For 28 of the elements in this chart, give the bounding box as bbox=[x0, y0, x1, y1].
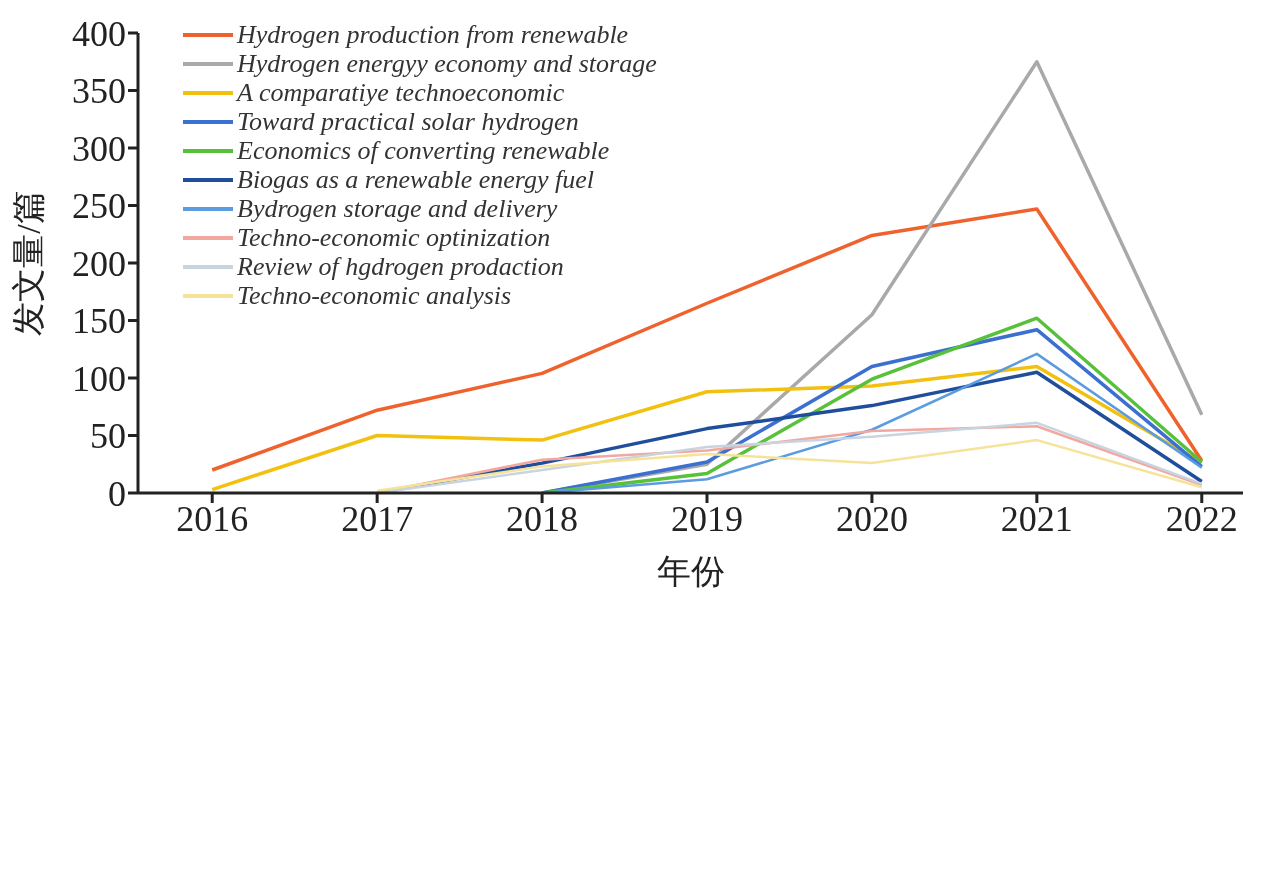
x-tick-label: 2016 bbox=[176, 498, 249, 539]
y-tick-label: 100 bbox=[72, 358, 126, 399]
legend-label: A comparatiye technoeconomic bbox=[237, 78, 565, 107]
y-tick-label: 50 bbox=[90, 416, 126, 457]
legend-label: Toward practical solar hydrogen bbox=[237, 107, 579, 136]
y-tick-label: 300 bbox=[72, 128, 126, 169]
x-tick-label: 2021 bbox=[1000, 498, 1073, 539]
legend-label: Hydrogen production from renewable bbox=[237, 20, 629, 49]
legend-label: Techno-economic optinization bbox=[237, 223, 551, 252]
legend-label: Economics of converting renewable bbox=[237, 136, 610, 165]
y-tick-label: 250 bbox=[72, 186, 126, 227]
x-tick-label: 2018 bbox=[506, 498, 579, 539]
x-tick-label: 2017 bbox=[341, 498, 414, 539]
y-tick-label: 150 bbox=[72, 301, 126, 342]
y-tick-label: 350 bbox=[72, 71, 126, 112]
x-tick-label: 2019 bbox=[670, 498, 743, 539]
x-axis-title: 年份 bbox=[656, 553, 725, 590]
legend-label: Bydrogen storage and delivery bbox=[237, 194, 558, 223]
legend-label: Techno-economic analysis bbox=[237, 281, 512, 310]
y-tick-label: 400 bbox=[72, 13, 126, 54]
legend-label: Biogas as a renewable energy fuel bbox=[237, 165, 594, 194]
legend-label: Hydrogen energyy economy and storage bbox=[237, 49, 657, 78]
x-tick-label: 2022 bbox=[1165, 498, 1238, 539]
y-tick-label: 0 bbox=[108, 473, 126, 514]
x-tick-label: 2020 bbox=[835, 498, 908, 539]
y-tick-label: 200 bbox=[72, 243, 126, 284]
y-axis-title: 发文量/篇 bbox=[10, 190, 48, 336]
legend-label: Review of hgdrogen prodaction bbox=[237, 252, 564, 281]
